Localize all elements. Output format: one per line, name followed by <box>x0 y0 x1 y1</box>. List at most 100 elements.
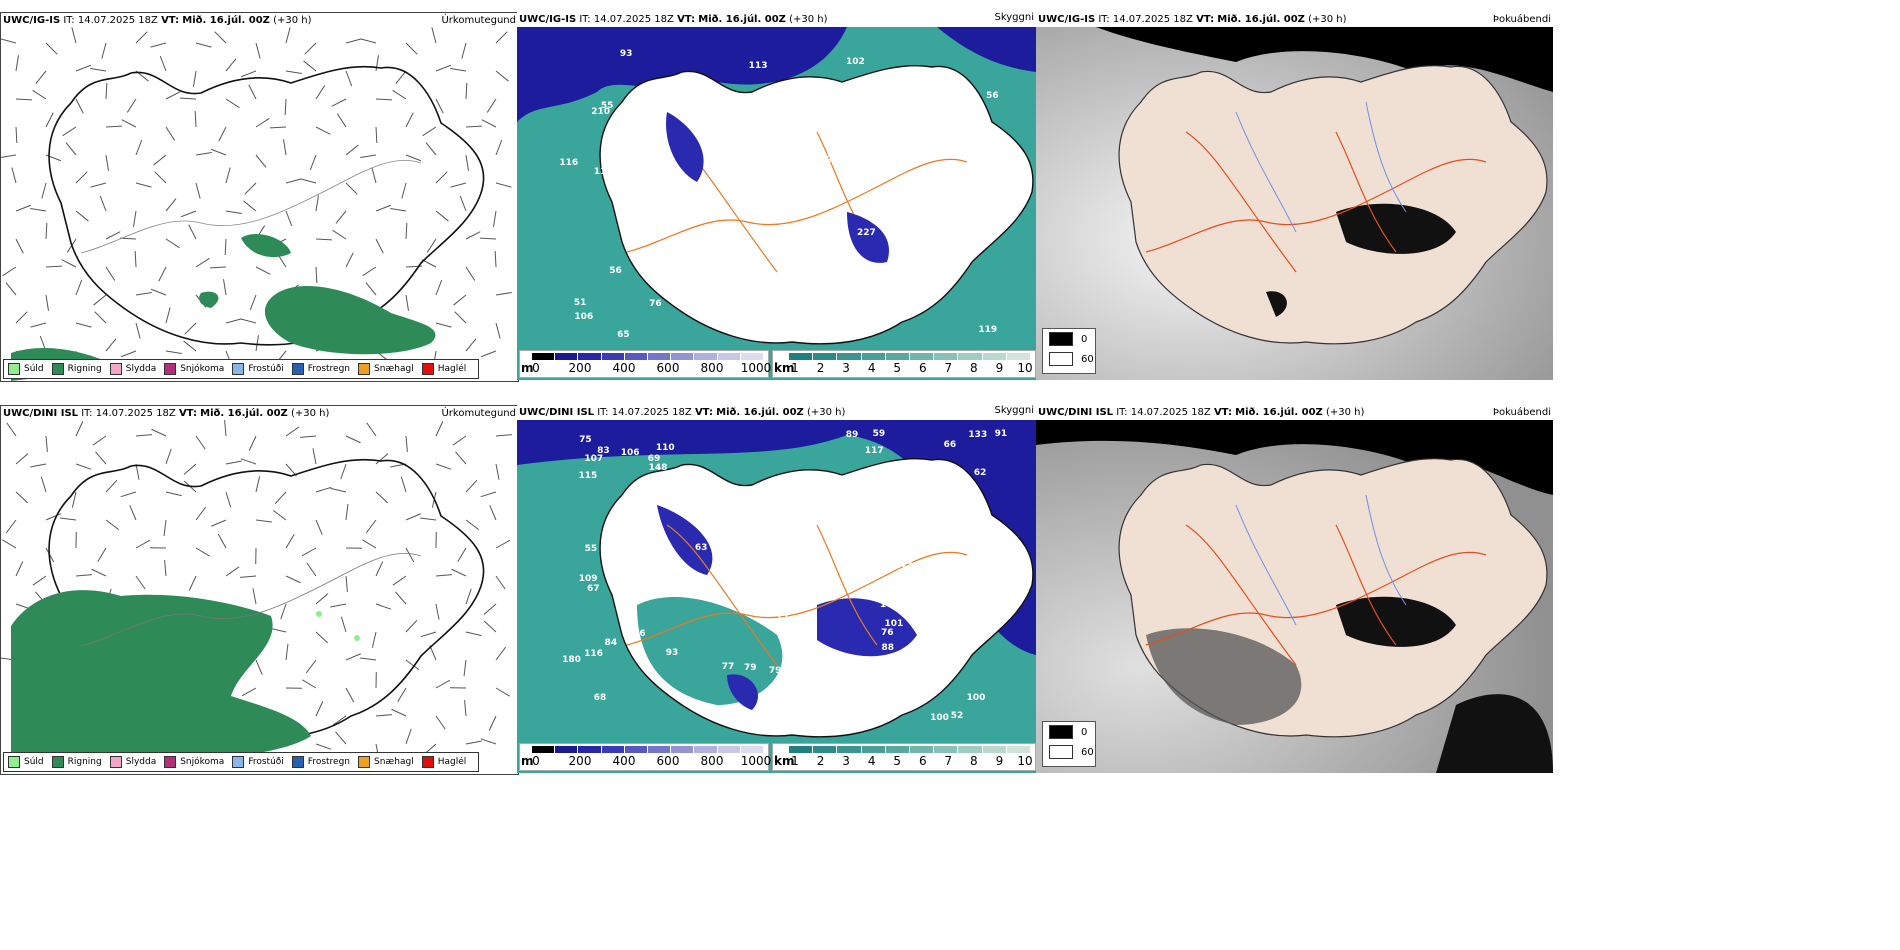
legend-item: Frostregn <box>291 363 351 375</box>
vis-value-label: 89 <box>852 81 866 92</box>
vis-value-label: 91 <box>994 429 1008 440</box>
fog-swatch-60 <box>1049 352 1073 366</box>
vis-value-label: 84 <box>604 637 618 648</box>
vis-value-label: 109 <box>578 573 598 584</box>
legend-item: Frostregn <box>291 756 350 768</box>
vt-value: Mið. 16.júl. 00Z <box>716 407 804 418</box>
legend-swatch <box>421 363 434 375</box>
vis-value-label: 174 <box>985 131 1005 142</box>
cbar-tick-label: 8 <box>970 754 978 768</box>
wind-barbs <box>1 27 512 367</box>
cbar-tick-label: 10 <box>1017 754 1033 768</box>
legend-swatch <box>8 756 20 768</box>
vis-value-label: 128 <box>729 517 748 528</box>
it-value: 14.07.2025 18Z <box>1112 14 1193 25</box>
legend-swatch <box>51 363 64 375</box>
lead-time: (+30 h) <box>291 408 330 419</box>
vt-value: Mið. 16.júl. 00Z <box>1235 407 1323 418</box>
vis-value-label: 85 <box>969 551 983 562</box>
vis-value-label: 243 <box>808 580 827 591</box>
cbar-segment <box>813 746 838 753</box>
vis-value-label: 77 <box>624 571 638 582</box>
vis-value-label: 59 <box>758 104 771 115</box>
legend-swatch <box>164 756 177 768</box>
vis-value-label: 110 <box>655 442 675 453</box>
legend-label: Snæhagl <box>374 757 414 767</box>
legend-label: Frostregn <box>307 364 351 374</box>
legend-swatch <box>358 363 371 375</box>
precip-legend: Súld Rigning Slydda Snjókoma Frostúði Frostre… <box>3 752 480 772</box>
cbar-tick-label: 7 <box>944 361 953 375</box>
legend-swatch <box>51 756 64 768</box>
rivers <box>1235 101 1407 233</box>
cbar-tick-label: 1 <box>791 754 799 768</box>
roads <box>80 552 422 647</box>
vis-value-label: 111 <box>593 167 613 178</box>
vt-value: Mið. 16.júl. 00Z <box>200 408 288 419</box>
cbar-segment <box>671 746 695 753</box>
cbar-segment <box>885 353 911 360</box>
vt-label: VT: <box>1213 407 1232 418</box>
legend-item: Rigning <box>51 363 102 375</box>
vis-value-label: 56 <box>609 265 622 276</box>
vis-value-label: 60 <box>734 199 747 210</box>
cbar-segment <box>671 353 695 360</box>
cbar-segment <box>532 746 556 753</box>
vis-value-label: 93 <box>665 647 679 658</box>
cbar-segment <box>837 353 862 360</box>
vis-value-label: 52 <box>950 710 964 721</box>
vis-value-label: 117 <box>864 445 884 456</box>
vis-value-label: 100 <box>893 229 913 240</box>
cbar-segment <box>958 746 983 753</box>
it-label: IT: <box>81 408 93 419</box>
legend-item: Snjókoma <box>164 363 224 375</box>
panel-title: Skyggni <box>994 12 1034 23</box>
legend-swatch <box>421 756 434 768</box>
cbar-tick-label: 1000 <box>740 361 772 375</box>
vis-value-label: 210 <box>591 107 611 118</box>
panel-header: UWC/DINI ISL IT: 14.07.2025 18Z VT: Mið.… <box>1 406 518 421</box>
legend-swatch <box>8 363 20 375</box>
cbar-tick-label: 3 <box>842 361 850 375</box>
cbar-unit: km <box>774 754 795 768</box>
lead-time: (+30 h) <box>807 407 846 418</box>
vis-value-label: 119 <box>978 324 998 335</box>
legend-label: Snæhagl <box>374 364 414 374</box>
cbar-tick-label: 0 <box>532 754 540 768</box>
cbar-segment <box>601 746 625 753</box>
legend-label: Slydda <box>125 757 157 767</box>
legend-swatch <box>164 363 177 375</box>
cbar-segment <box>1006 353 1032 360</box>
fog-swatch-0 <box>1049 725 1073 739</box>
vis-value-label: 96 <box>704 531 718 542</box>
cbar-segment <box>1006 746 1032 753</box>
fog-map <box>1036 420 1553 773</box>
fog-swatch-60 <box>1049 745 1073 759</box>
cbar-segment <box>624 746 649 753</box>
cbar-segment <box>861 353 886 360</box>
cbar-tick-label: 5 <box>893 361 902 375</box>
vis-value-label: 56 <box>986 90 999 101</box>
vt-label: VT: <box>694 407 713 418</box>
lead-time: (+30 h) <box>789 14 828 25</box>
vis-value-label: 100 <box>930 713 949 724</box>
vis-value-label: 76 <box>880 628 894 639</box>
vis-value-label: 100 <box>966 693 986 703</box>
vis-value-label: 106 <box>574 311 594 322</box>
legend-item: Frostúði <box>232 363 284 375</box>
vis-colorbar-km: km 1 2 3 4 5 6 7 8 9 10 <box>772 350 1036 378</box>
precip-map <box>1 420 512 766</box>
panel-title: Þokuábendi <box>1492 14 1551 25</box>
cbar-unit: m <box>521 754 534 768</box>
vis-value-label: 140 <box>626 593 646 604</box>
vis-value-label: 79 <box>768 665 782 676</box>
panel-title: Skyggni <box>994 405 1034 416</box>
lead-time: (+30 h) <box>273 15 312 26</box>
lead-time: (+30 h) <box>1308 14 1347 25</box>
legend-label: Frostúði <box>248 364 284 374</box>
vis-value-label: 86 <box>633 629 646 640</box>
model-name: UWC/IG-IS <box>519 14 577 25</box>
vis-value-label: 133 <box>968 429 988 440</box>
cbar-tick-label: 800 <box>700 754 724 768</box>
cbar-tick-label: 9 <box>995 754 1004 768</box>
